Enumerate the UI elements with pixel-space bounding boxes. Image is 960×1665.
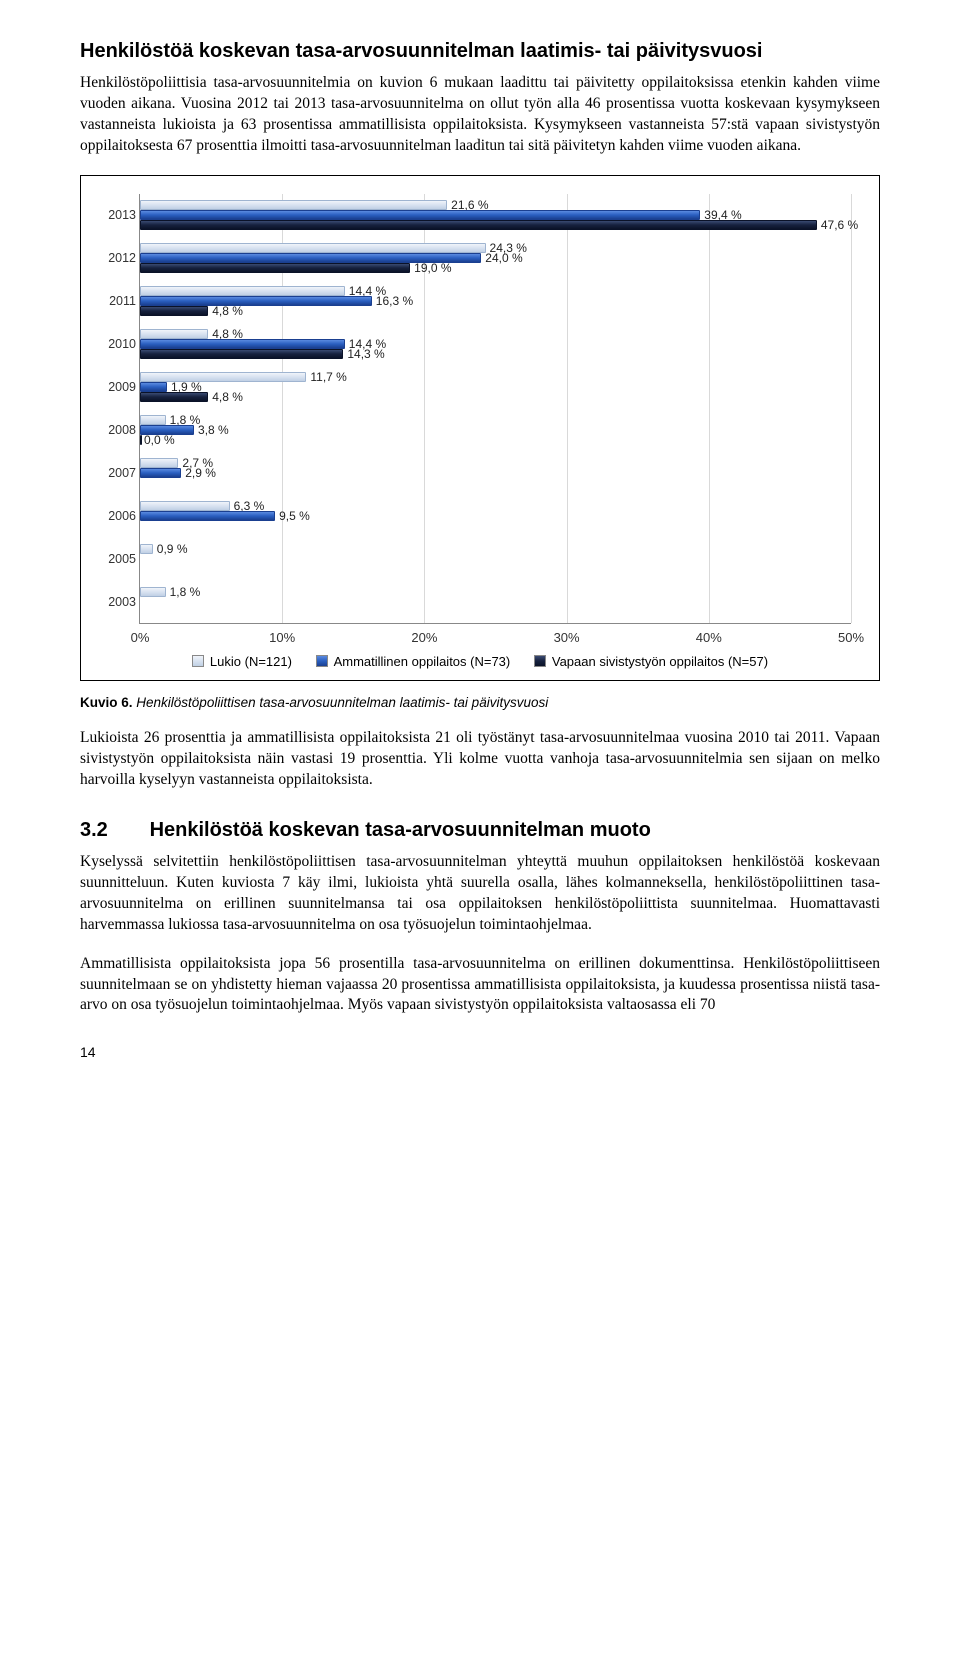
body-paragraph: Kyselyssä selvitettiin henkilöstöpoliitt… — [80, 852, 880, 936]
figure-number: Kuvio 6. — [80, 695, 133, 710]
legend-swatch-icon — [316, 655, 328, 667]
gridline — [709, 194, 710, 623]
figure-title: Henkilöstöpoliittisen tasa-arvosuunnitel… — [136, 695, 548, 710]
gridline — [567, 194, 568, 623]
x-axis-tick: 50% — [838, 630, 864, 645]
legend-swatch-icon — [192, 655, 204, 667]
bar-amm — [140, 339, 345, 349]
page-number: 14 — [80, 1044, 880, 1060]
chart-plot: 0%10%20%30%40%50%201321,6 %39,4 %47,6 %2… — [139, 194, 851, 624]
y-axis-label: 2010 — [100, 337, 136, 351]
gridline — [851, 194, 852, 623]
y-axis-label: 2008 — [100, 423, 136, 437]
bar-vap — [140, 392, 208, 402]
bar-lukio — [140, 372, 306, 382]
x-axis-tick: 30% — [554, 630, 580, 645]
bar-amm — [140, 511, 275, 521]
bar-value-label: 1,8 % — [170, 585, 201, 599]
chart-legend: Lukio (N=121) Ammatillinen oppilaitos (N… — [99, 654, 861, 671]
bar-lukio — [140, 243, 486, 253]
bar-value-label: 11,7 % — [310, 370, 346, 384]
legend-label: Ammatillinen oppilaitos (N=73) — [334, 654, 511, 669]
body-paragraph: Ammatillisista oppilaitoksista jopa 56 p… — [80, 954, 880, 1017]
bar-value-label: 47,6 % — [821, 218, 858, 232]
bar-amm — [140, 210, 700, 220]
figure-caption: Kuvio 6. Henkilöstöpoliittisen tasa-arvo… — [80, 695, 880, 710]
bar-vap — [140, 435, 142, 445]
legend-item-amm: Ammatillinen oppilaitos (N=73) — [316, 654, 511, 669]
y-axis-label: 2007 — [100, 466, 136, 480]
legend-label: Vapaan sivistystyön oppilaitos (N=57) — [552, 654, 768, 669]
y-axis-label: 2006 — [100, 509, 136, 523]
bar-lukio — [140, 458, 178, 468]
chart-panel: 0%10%20%30%40%50%201321,6 %39,4 %47,6 %2… — [80, 175, 880, 682]
bar-value-label: 3,8 % — [198, 423, 229, 437]
legend-swatch-icon — [534, 655, 546, 667]
bar-lukio — [140, 544, 153, 554]
bar-lukio — [140, 415, 166, 425]
x-axis-tick: 10% — [269, 630, 295, 645]
bar-value-label: 14,3 % — [347, 347, 384, 361]
bar-vap — [140, 220, 817, 230]
x-axis-tick: 40% — [696, 630, 722, 645]
subsection-number: 3.2 — [80, 819, 144, 842]
bar-value-label: 24,0 % — [485, 251, 522, 265]
section-heading: Henkilöstöä koskevan tasa-arvosuunnitelm… — [80, 40, 880, 63]
bar-value-label: 2,9 % — [185, 466, 216, 480]
y-axis-label: 2011 — [100, 294, 136, 308]
bar-vap — [140, 306, 208, 316]
bar-value-label: 0,0 % — [144, 433, 175, 447]
bar-lukio — [140, 501, 230, 511]
bar-value-label: 4,8 % — [212, 304, 243, 318]
subsection-heading: 3.2 Henkilöstöä koskevan tasa-arvosuunni… — [80, 819, 880, 842]
bar-amm — [140, 382, 167, 392]
y-axis-label: 2012 — [100, 251, 136, 265]
bar-value-label: 19,0 % — [414, 261, 451, 275]
y-axis-label: 2013 — [100, 208, 136, 222]
bar-lukio — [140, 587, 166, 597]
bar-lukio — [140, 329, 208, 339]
intro-paragraph: Henkilöstöpoliittisia tasa-arvosuunnitel… — [80, 73, 880, 157]
bar-value-label: 16,3 % — [376, 294, 413, 308]
bar-lukio — [140, 200, 447, 210]
bar-lukio — [140, 286, 345, 296]
legend-item-vap: Vapaan sivistystyön oppilaitos (N=57) — [534, 654, 768, 669]
x-axis-tick: 0% — [131, 630, 150, 645]
bar-vap — [140, 349, 343, 359]
y-axis-label: 2005 — [100, 552, 136, 566]
legend-item-lukio: Lukio (N=121) — [192, 654, 292, 669]
chart-area: 0%10%20%30%40%50%201321,6 %39,4 %47,6 %2… — [139, 194, 851, 624]
bar-vap — [140, 263, 410, 273]
bar-value-label: 9,5 % — [279, 509, 310, 523]
legend-label: Lukio (N=121) — [210, 654, 292, 669]
y-axis-label: 2009 — [100, 380, 136, 394]
bar-value-label: 0,9 % — [157, 542, 188, 556]
analysis-paragraph: Lukioista 26 prosenttia ja ammatillisist… — [80, 728, 880, 791]
y-axis-label: 2003 — [100, 595, 136, 609]
bar-amm — [140, 296, 372, 306]
bar-value-label: 4,8 % — [212, 390, 243, 404]
subsection-title: Henkilöstöä koskevan tasa-arvosuunnitelm… — [150, 819, 651, 841]
x-axis-tick: 20% — [411, 630, 437, 645]
bar-amm — [140, 468, 181, 478]
